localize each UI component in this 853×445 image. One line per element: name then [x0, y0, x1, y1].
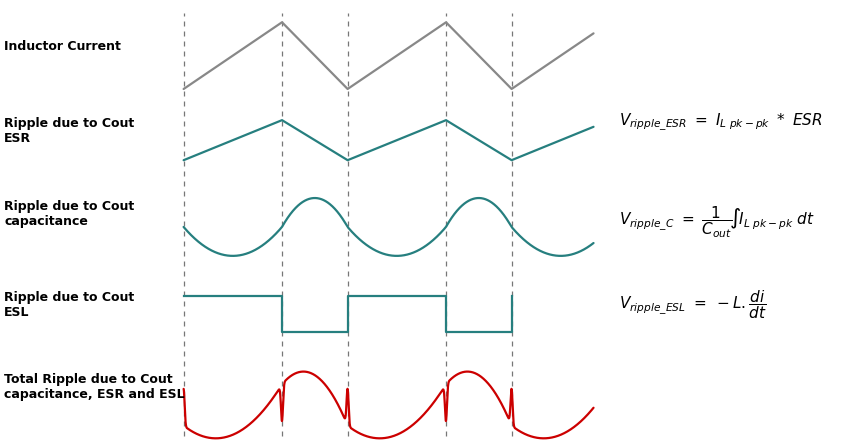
- Text: $V_{ripple\_C}\ =\ \dfrac{1}{C_{out}}\!\int\! I_{L\ pk-pk}\ dt$: $V_{ripple\_C}\ =\ \dfrac{1}{C_{out}}\!\…: [618, 205, 814, 240]
- Text: $V_{ripple\_ESR}\ =\ I_{L\ pk-pk}\ *\ ESR$: $V_{ripple\_ESR}\ =\ I_{L\ pk-pk}\ *\ ES…: [618, 112, 821, 133]
- Text: $V_{ripple\_ESL}\ =\ -L.\dfrac{di}{dt}$: $V_{ripple\_ESL}\ =\ -L.\dfrac{di}{dt}$: [618, 288, 766, 321]
- Text: Ripple due to Cout
capacitance: Ripple due to Cout capacitance: [4, 200, 135, 227]
- Text: Inductor Current: Inductor Current: [4, 40, 121, 53]
- Text: Ripple due to Cout
ESR: Ripple due to Cout ESR: [4, 117, 135, 145]
- Text: Total Ripple due to Cout
capacitance, ESR and ESL: Total Ripple due to Cout capacitance, ES…: [4, 373, 185, 401]
- Text: Ripple due to Cout
ESL: Ripple due to Cout ESL: [4, 291, 135, 319]
